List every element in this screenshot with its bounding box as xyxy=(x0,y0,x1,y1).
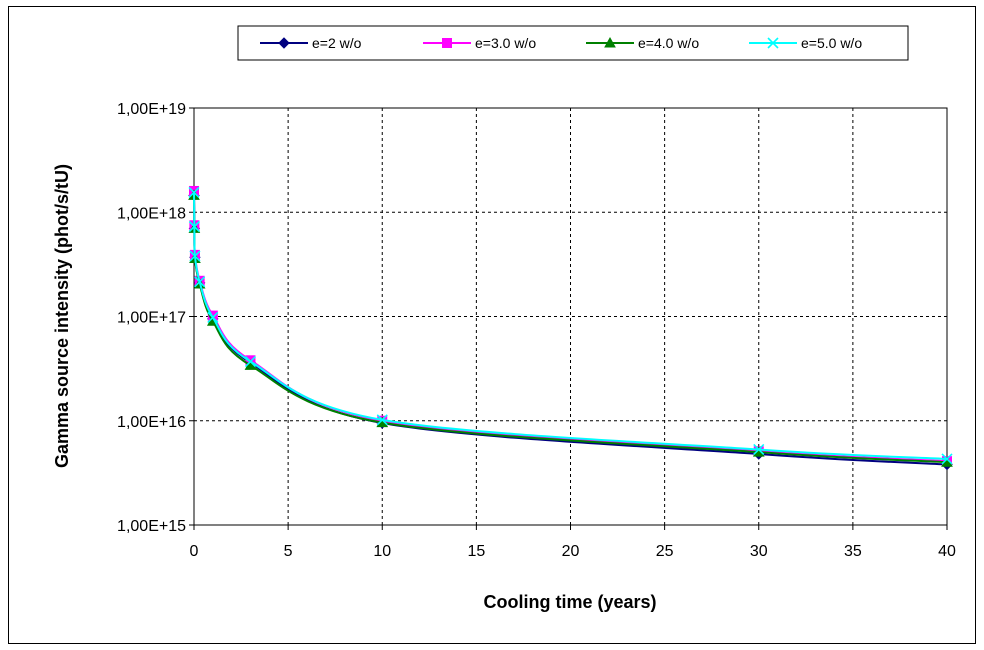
x-marker-stroke xyxy=(753,443,765,456)
y-axis-title: Gamma source intensity (phot/s/tU) xyxy=(52,164,72,468)
data-point xyxy=(194,276,206,288)
y-tick-label: 1,00E+16 xyxy=(117,414,186,431)
data-point xyxy=(244,355,257,368)
legend-entry-2: e=3.0 w/o xyxy=(423,35,536,51)
data-point xyxy=(376,414,388,426)
legend: e=2 w/o e=3.0 w/o e=4.0 w/o e=5.0 w/o xyxy=(237,25,909,61)
x-marker-stroke xyxy=(188,186,200,198)
x-marker-stroke xyxy=(941,453,953,465)
legend-entry-3: e=4.0 w/o xyxy=(586,35,699,51)
series-line xyxy=(193,192,948,460)
y-tick-label: 1,00E+17 xyxy=(117,310,186,327)
x-marker-stroke xyxy=(189,250,201,262)
x-tick-label: 10 xyxy=(373,543,391,560)
legend-marker xyxy=(604,36,616,48)
x-tick-label: 0 xyxy=(190,543,199,560)
legend-entry-1: e=2 w/o xyxy=(260,35,362,51)
y-tick-label: 1,00E+18 xyxy=(117,205,186,222)
x-tick-label: 5 xyxy=(284,543,293,560)
data-point xyxy=(188,186,200,198)
x-marker-stroke xyxy=(376,414,388,426)
y-tick-label: 1,00E+19 xyxy=(117,101,186,118)
legend-marker xyxy=(442,38,452,48)
data-point xyxy=(189,250,201,262)
x-tick-label: 35 xyxy=(844,543,862,560)
legend-label: e=4.0 w/o xyxy=(638,35,699,51)
legend-marker xyxy=(767,37,779,49)
x-tick-label: 15 xyxy=(467,543,485,560)
x-tick-label: 30 xyxy=(750,543,768,560)
legend-label: e=2 w/o xyxy=(312,35,362,51)
x-marker-stroke xyxy=(244,355,257,368)
x-marker-stroke xyxy=(188,220,200,233)
x-axis-title: Cooling time (years) xyxy=(483,592,656,612)
x-tick-labels: 0 5 10 15 20 25 30 35 40 xyxy=(190,543,956,560)
x-marker-stroke xyxy=(194,276,206,288)
data-point xyxy=(207,311,219,323)
legend-entry-4: e=5.0 w/o xyxy=(749,35,862,51)
y-tick-label: 1,00E+15 xyxy=(117,518,186,535)
axes xyxy=(189,107,948,530)
series-4 xyxy=(188,186,953,465)
x-marker-stroke xyxy=(207,311,219,323)
legend-label: e=5.0 w/o xyxy=(801,35,862,51)
x-tick-label: 25 xyxy=(656,543,674,560)
data-point xyxy=(941,453,953,465)
y-tick-labels: 1,00E+15 1,00E+16 1,00E+17 1,00E+18 1,00E+19 xyxy=(117,101,186,535)
legend-marker xyxy=(278,37,290,49)
legend-label: e=3.0 w/o xyxy=(475,35,536,51)
data-point xyxy=(188,220,200,233)
x-tick-label: 20 xyxy=(562,543,580,560)
x-marker-stroke xyxy=(767,37,779,49)
x-tick-label: 40 xyxy=(938,543,956,560)
data-point xyxy=(753,443,765,456)
series-group xyxy=(188,185,953,471)
